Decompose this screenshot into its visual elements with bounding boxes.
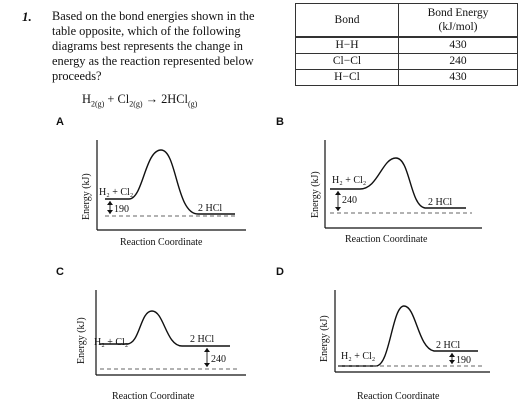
x-axis-label: Reaction Coordinate [120, 237, 203, 248]
arrow-head-down [449, 360, 455, 364]
table-header-row: Bond Bond Energy (kJ/mol) [295, 3, 518, 38]
arrow-head-up [204, 348, 210, 352]
delta-label: 190 [456, 355, 471, 366]
table-row: H−H 430 [295, 36, 518, 54]
table-cell-energy: 430 [398, 69, 518, 86]
y-axis-label: Energy (kJ) [76, 317, 87, 364]
product-hcl-state: (g) [187, 99, 198, 109]
arrow-head-up [449, 353, 455, 357]
bond-energy-table: Bond Bond Energy (kJ/mol) H−H 430 Cl−Cl 2… [295, 3, 518, 86]
reactants-label: H₂ + Cl₂ [332, 175, 366, 186]
delta-label: 190 [114, 204, 129, 215]
x-axis-label: Reaction Coordinate [112, 391, 195, 402]
product-hcl: 2HCl [161, 92, 188, 106]
arrow-head-up [107, 201, 113, 205]
energy-curve [330, 157, 466, 209]
x-axis-label: Reaction Coordinate [345, 234, 428, 245]
x-axis-label: Reaction Coordinate [357, 391, 440, 402]
reactant-h2: H [82, 92, 91, 106]
table-row: H−Cl 430 [295, 69, 518, 86]
option-b-label[interactable]: B [276, 116, 284, 128]
reaction-arrow: → [142, 92, 162, 106]
y-axis-label: Energy (kJ) [81, 173, 92, 220]
reactant-cl2: Cl [117, 92, 130, 106]
header-energy-line1: Bond Energy [427, 7, 489, 19]
option-c-label[interactable]: C [56, 266, 64, 278]
products-label: 2 HCl [198, 203, 222, 214]
products-label: 2 HCl [428, 197, 452, 208]
reactant-cl2-state: 2(g) [129, 99, 143, 109]
reactants-label: H₂ + Cl₂ [341, 351, 375, 362]
arrow-head-down [107, 210, 113, 214]
products-label: 2 HCl [190, 334, 214, 345]
arrow-head-up [335, 191, 341, 195]
question-number: 1. [22, 9, 32, 24]
arrow-head-down [204, 363, 210, 367]
delta-label: 240 [342, 195, 357, 206]
reactants-label: H₂ + Cl₂ [94, 337, 128, 348]
delta-label: 240 [211, 354, 226, 365]
table-cell-energy: 240 [398, 53, 518, 70]
header-energy: Bond Energy (kJ/mol) [398, 3, 518, 38]
header-energy-line2: (kJ/mol) [438, 21, 478, 33]
option-a-label[interactable]: A [56, 116, 64, 128]
arrow-head-down [335, 207, 341, 211]
plus-sign: + [104, 92, 118, 106]
y-axis-label: Energy (kJ) [310, 171, 321, 218]
energy-curve [100, 310, 230, 347]
reactant-h2-state: 2(g) [90, 99, 105, 109]
products-label: 2 HCl [436, 340, 460, 351]
energy-curve [105, 149, 235, 215]
y-axis-label: Energy (kJ) [319, 315, 330, 362]
question-text: Based on the bond energies shown in the … [52, 9, 255, 83]
reactants-label: H₂ + Cl₂ [99, 187, 133, 198]
option-d-label[interactable]: D [276, 266, 284, 278]
reaction-equation: H2(g) + Cl2(g) → 2HCl(g) [82, 92, 197, 108]
energy-curve [338, 305, 478, 367]
